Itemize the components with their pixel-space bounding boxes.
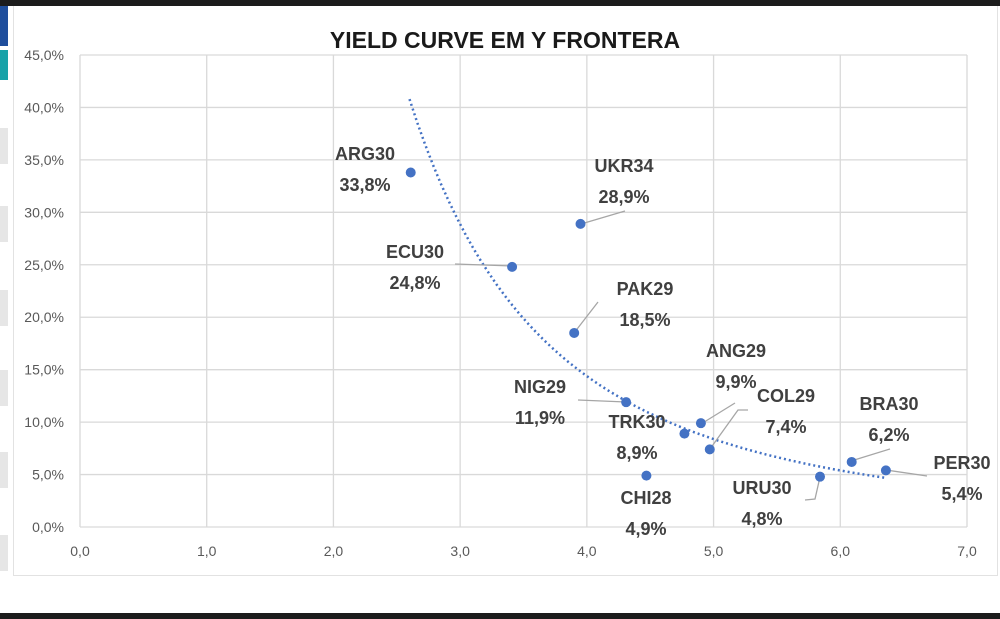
y-tick-label: 0,0% (32, 519, 64, 535)
x-tick-label: 7,0 (957, 543, 977, 559)
y-tick-label: 10,0% (24, 414, 64, 430)
sidebar-strip (0, 452, 8, 488)
point-value-label: 4,8% (741, 509, 782, 529)
point-name-label: UKR34 (594, 156, 653, 176)
x-tick-label: 2,0 (324, 543, 344, 559)
data-point-nig29[interactable] (621, 397, 632, 408)
leader-line (850, 448, 891, 462)
leader-line (577, 399, 627, 403)
point-name-label: TRK30 (608, 412, 665, 432)
y-axis-ticks: 0,0% 5,0% 10,0% 15,0% 20,0% 25,0% 30,0% 35,0% 40… (24, 47, 64, 535)
y-tick-label: 25,0% (24, 257, 64, 273)
x-tick-label: 1,0 (197, 543, 217, 559)
point-value-label: 33,8% (339, 175, 390, 195)
y-tick-label: 35,0% (24, 152, 64, 168)
leader-line (709, 409, 748, 450)
x-tick-label: 0,0 (70, 543, 90, 559)
x-axis-ticks: 0,0 1,0 2,0 3,0 4,0 5,0 6,0 7,0 (70, 543, 977, 559)
window-top-border (0, 0, 1000, 6)
label-leader-lines (454, 210, 928, 501)
window-bottom-border (0, 613, 1000, 619)
point-name-label: BRA30 (859, 394, 918, 414)
leader-line (804, 476, 821, 501)
x-tick-label: 5,0 (704, 543, 724, 559)
point-name-label: PER30 (933, 453, 990, 473)
sidebar-strip (0, 370, 8, 406)
point-value-label: 4,9% (625, 519, 666, 539)
gridlines (79, 54, 968, 528)
chart-title: YIELD CURVE EM Y FRONTERA (330, 27, 680, 53)
data-point-ukr34[interactable] (575, 218, 586, 229)
leader-line (580, 210, 626, 225)
data-points[interactable] (405, 167, 891, 482)
point-value-label: 9,9% (715, 372, 756, 392)
y-tick-label: 15,0% (24, 362, 64, 378)
y-tick-label: 30,0% (24, 204, 64, 220)
data-point-arg30[interactable] (405, 167, 416, 178)
sidebar-strip (0, 128, 8, 164)
sidebar-strip (0, 206, 8, 242)
leader-line (885, 469, 928, 477)
y-tick-label: 5,0% (32, 467, 64, 483)
chart-frame[interactable] (13, 6, 998, 576)
point-name-label: NIG29 (514, 377, 566, 397)
data-point-chi28[interactable] (641, 470, 652, 481)
point-name-label: URU30 (732, 478, 791, 498)
leader-line (700, 402, 736, 425)
y-tick-label: 20,0% (24, 309, 64, 325)
y-tick-label: 45,0% (24, 47, 64, 63)
leader-line (573, 301, 599, 334)
sidebar-strip (0, 290, 8, 326)
data-point-trk30[interactable] (679, 428, 690, 439)
point-name-label: ARG30 (335, 144, 395, 164)
point-name-label: ECU30 (386, 242, 444, 262)
point-name-label: PAK29 (617, 279, 674, 299)
point-name-label: CHI28 (620, 488, 671, 508)
data-point-per30[interactable] (880, 465, 891, 476)
point-value-label: 8,9% (616, 443, 657, 463)
point-value-label: 6,2% (868, 425, 909, 445)
y-tick-label: 40,0% (24, 99, 64, 115)
data-point-pak29[interactable] (569, 327, 580, 338)
point-value-label: 24,8% (389, 273, 440, 293)
sidebar-strip (0, 535, 8, 571)
data-point-col29[interactable] (704, 444, 715, 455)
trendline (408, 98, 885, 479)
sidebar-strip (0, 6, 8, 46)
x-tick-label: 3,0 (450, 543, 470, 559)
x-tick-label: 6,0 (831, 543, 851, 559)
point-value-label: 28,9% (598, 187, 649, 207)
sidebar-strip (0, 50, 8, 80)
data-point-ecu30[interactable] (507, 261, 518, 272)
data-point-ang29[interactable] (695, 418, 706, 429)
data-labels: ARG30 33,8% UKR34 28,9% ECU30 24,8% PAK29 18,5%… (335, 144, 991, 539)
data-point-bra30[interactable] (846, 456, 857, 467)
point-value-label: 11,9% (515, 408, 565, 428)
point-value-label: 18,5% (619, 310, 670, 330)
point-name-label: ANG29 (706, 341, 766, 361)
point-value-label: 7,4% (765, 417, 806, 437)
data-point-uru30[interactable] (815, 471, 826, 482)
point-name-label: COL29 (757, 386, 815, 406)
point-value-label: 5,4% (941, 484, 982, 504)
leader-line (454, 263, 513, 267)
x-tick-label: 4,0 (577, 543, 597, 559)
